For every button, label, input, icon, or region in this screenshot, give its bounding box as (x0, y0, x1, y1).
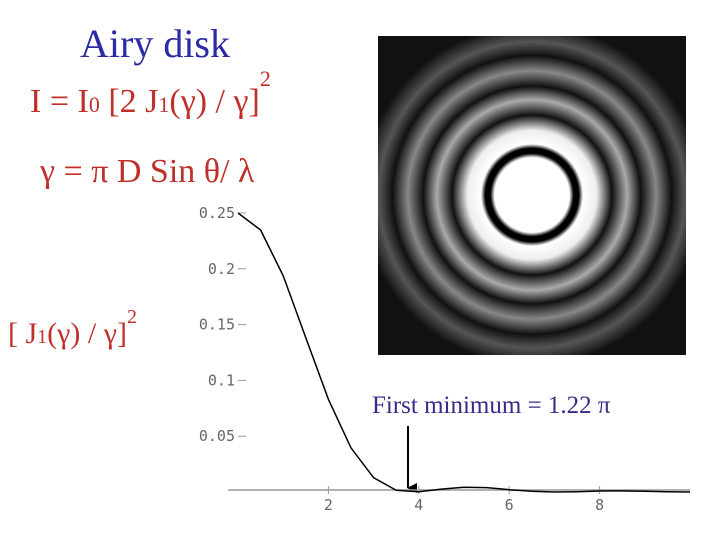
y-tick-label: 0.15 (199, 316, 235, 334)
eq-sub: 1 (158, 92, 169, 117)
airy-pattern-image (378, 36, 686, 355)
label-part: (γ) / γ] (47, 317, 127, 350)
label-sup: 2 (127, 306, 137, 328)
label-sub: 1 (37, 326, 47, 348)
x-tick-label: 8 (595, 496, 604, 514)
y-tick-label: 0.2 (208, 260, 235, 278)
title: Airy disk (80, 21, 230, 66)
x-tick-label: 4 (414, 496, 423, 514)
y-label: [ J1(γ) / γ]2 (8, 306, 137, 350)
data-line (237, 212, 691, 493)
annotation: First minimum = 1.22 π (372, 392, 611, 419)
x-tick-label: 2 (324, 496, 333, 514)
eq-part: (γ) / γ] (169, 83, 259, 120)
y-tick-label: 0.05 (199, 427, 235, 445)
y-tick-label: 0.1 (208, 371, 235, 389)
label-part: [ J (8, 317, 37, 350)
definition: γ = π D Sin θ/ λ (39, 153, 255, 190)
eq-part: I = I (30, 83, 89, 120)
y-tick-label: 0.25 (199, 204, 235, 222)
plot: 2 4 6 8 0.05 0.1 0.15 0.2 0.25 (199, 204, 691, 514)
equation: I = I0 [2 J1(γ) / γ]2 (30, 66, 271, 120)
eq-sub: 0 (89, 92, 100, 117)
eq-part: [2 J (100, 83, 159, 120)
eq-sup: 2 (260, 66, 271, 91)
x-tick-label: 6 (505, 496, 514, 514)
